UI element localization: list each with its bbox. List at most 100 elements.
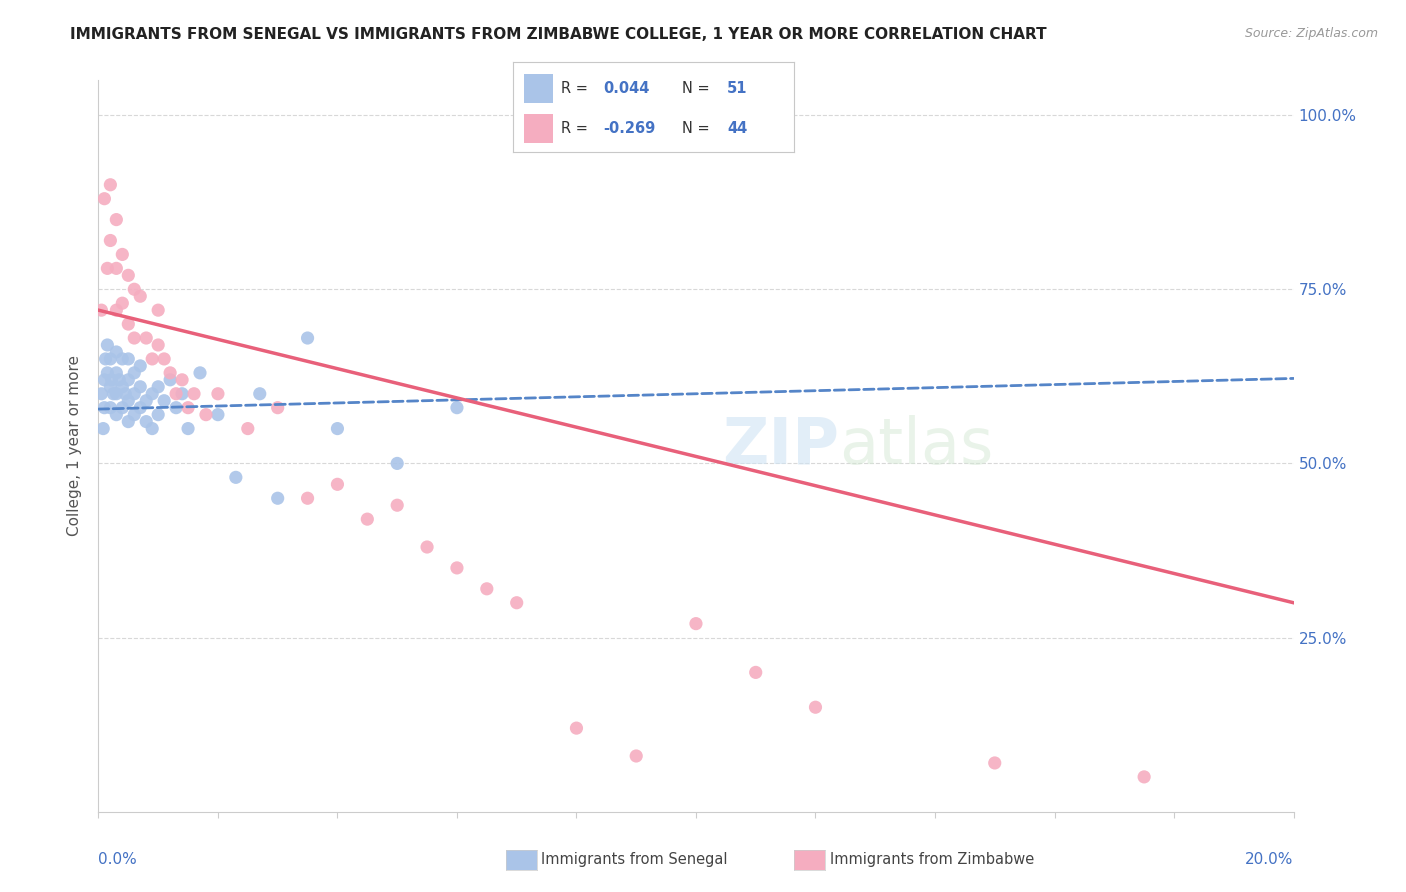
Point: [177, 401, 200, 415]
Point: [114, 386, 136, 401]
Text: ZIP: ZIP: [723, 415, 839, 477]
Point: [165, 386, 187, 401]
Point: [153, 351, 176, 366]
Point: [93, 192, 115, 206]
Point: [93, 401, 115, 415]
Point: [267, 491, 290, 506]
Point: [249, 386, 271, 401]
Point: [124, 408, 146, 422]
Point: [105, 303, 128, 318]
Point: [356, 512, 378, 526]
Point: [297, 331, 319, 345]
Point: [117, 415, 139, 429]
Point: [153, 393, 176, 408]
Text: 44: 44: [727, 121, 747, 136]
Point: [141, 386, 163, 401]
Point: [111, 296, 134, 310]
Point: [159, 366, 181, 380]
Point: [446, 561, 468, 575]
Point: [159, 373, 181, 387]
Bar: [524, 74, 553, 103]
Point: [172, 373, 194, 387]
Point: [195, 408, 218, 422]
Point: [93, 373, 115, 387]
Point: [124, 366, 146, 380]
Point: [105, 386, 128, 401]
Point: [129, 401, 152, 415]
Point: [117, 351, 139, 366]
Point: [124, 331, 146, 345]
Point: [475, 582, 498, 596]
Text: Source: ZipAtlas.com: Source: ZipAtlas.com: [1244, 27, 1378, 40]
Text: 0.044: 0.044: [603, 81, 650, 95]
Point: [108, 373, 131, 387]
Text: 20.0%: 20.0%: [1246, 852, 1294, 867]
Point: [188, 366, 211, 380]
Point: [111, 380, 134, 394]
Point: [326, 477, 349, 491]
Point: [804, 700, 827, 714]
Point: [385, 457, 409, 471]
Point: [105, 345, 128, 359]
Point: [100, 351, 122, 366]
Point: [141, 351, 163, 366]
Text: N =: N =: [682, 81, 714, 95]
Point: [148, 338, 170, 352]
Bar: [524, 114, 553, 143]
Text: R =: R =: [561, 121, 592, 136]
Point: [148, 303, 170, 318]
Point: [745, 665, 768, 680]
Point: [177, 421, 200, 435]
Point: [385, 498, 409, 512]
Point: [111, 401, 134, 415]
Text: 0.0%: 0.0%: [98, 852, 138, 867]
Point: [326, 421, 349, 435]
Point: [267, 401, 290, 415]
Point: [111, 351, 134, 366]
Point: [100, 373, 122, 387]
Text: IMMIGRANTS FROM SENEGAL VS IMMIGRANTS FROM ZIMBABWE COLLEGE, 1 YEAR OR MORE CORR: IMMIGRANTS FROM SENEGAL VS IMMIGRANTS FR…: [70, 27, 1047, 42]
Point: [124, 282, 146, 296]
Point: [117, 373, 139, 387]
Point: [148, 408, 170, 422]
Point: [446, 401, 468, 415]
Point: [626, 749, 648, 764]
Point: [105, 212, 128, 227]
Point: [90, 386, 112, 401]
Point: [105, 366, 128, 380]
Point: [117, 268, 139, 283]
Point: [225, 470, 247, 484]
Point: [236, 421, 259, 435]
Point: [207, 386, 229, 401]
Point: [111, 247, 134, 261]
Point: [129, 289, 152, 303]
Point: [117, 317, 139, 331]
Text: Immigrants from Senegal: Immigrants from Senegal: [541, 853, 728, 867]
Point: [105, 408, 128, 422]
Point: [297, 491, 319, 506]
Point: [1133, 770, 1156, 784]
Point: [148, 380, 170, 394]
Text: Immigrants from Zimbabwe: Immigrants from Zimbabwe: [830, 853, 1033, 867]
Point: [183, 386, 205, 401]
Point: [129, 359, 152, 373]
Point: [129, 380, 152, 394]
Point: [172, 386, 194, 401]
Text: R =: R =: [561, 81, 592, 95]
Text: N =: N =: [682, 121, 714, 136]
Point: [685, 616, 707, 631]
Point: [90, 303, 112, 318]
Y-axis label: College, 1 year or more: College, 1 year or more: [67, 356, 83, 536]
Point: [96, 366, 118, 380]
Point: [105, 261, 128, 276]
Text: 51: 51: [727, 81, 748, 95]
Point: [96, 261, 118, 276]
Point: [91, 421, 114, 435]
Point: [416, 540, 439, 554]
Point: [96, 338, 118, 352]
Point: [100, 380, 122, 394]
Point: [165, 401, 187, 415]
Point: [135, 415, 157, 429]
Point: [141, 421, 163, 435]
Point: [565, 721, 588, 735]
